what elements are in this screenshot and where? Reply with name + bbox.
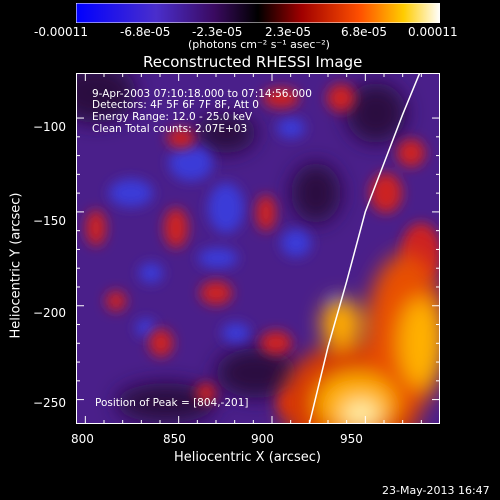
- detectors-annotation: Detectors: 4F 5F 6F 7F 8F, Att 0: [92, 99, 259, 111]
- x-tick-label: 900: [251, 432, 274, 446]
- rhessi-image: [76, 73, 440, 424]
- limb-emission: [281, 253, 440, 424]
- x-ticks: [84, 73, 422, 424]
- colorbar: [76, 3, 440, 23]
- y-tick-label: −150: [33, 214, 66, 228]
- colorbar-tick-label: 0.00011: [408, 25, 458, 39]
- colorbar-tick-label: -6.8e-05: [120, 25, 171, 39]
- colorbar-units: (photons cm⁻² s⁻¹ asec⁻²): [188, 38, 330, 51]
- colorbar-tick-label: -0.00011: [34, 25, 88, 39]
- time-range-annotation: 9-Apr-2003 07:10:18.000 to 07:14:56.000: [92, 88, 312, 100]
- colorbar-tick-label: 6.8e-05: [341, 25, 388, 39]
- y-tick-label: −100: [33, 120, 66, 134]
- x-axis-label: Heliocentric X (arcsec): [174, 450, 321, 465]
- x-tick-label: 850: [163, 432, 186, 446]
- dark-regions: [76, 73, 406, 423]
- y-tick-label: −250: [33, 396, 66, 410]
- energy-annotation: Energy Range: 12.0 - 25.0 keV: [92, 111, 253, 123]
- y-ticks: [76, 117, 440, 401]
- x-tick-label: 800: [71, 432, 94, 446]
- y-axis-label: Heliocentric Y (arcsec): [8, 192, 24, 339]
- x-tick-label: 950: [340, 432, 363, 446]
- colorbar-tick-label: -2.3e-05: [192, 25, 243, 39]
- image-frame: [76, 73, 440, 424]
- chart-title: Reconstructed RHESSI Image: [143, 53, 363, 71]
- generation-date: 23-May-2013 16:47: [382, 484, 490, 497]
- peak-annotation: Position of Peak = [804,-201]: [95, 397, 249, 409]
- positive-blobs: [86, 84, 440, 415]
- clean-annotation: Clean Total counts: 2.07E+03: [92, 123, 248, 135]
- colorbar-tick-label: 2.3e-05: [265, 25, 312, 39]
- y-tick-label: −200: [33, 306, 66, 320]
- solar-limb-curve: [308, 73, 421, 424]
